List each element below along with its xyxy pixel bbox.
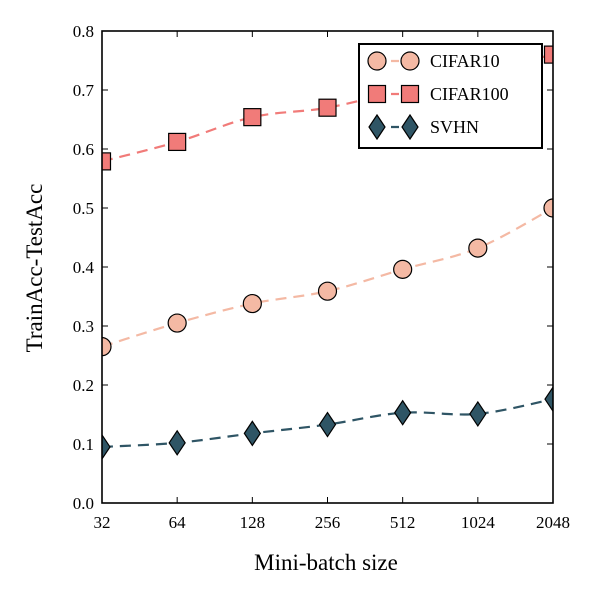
y-tick-label: 0.4 bbox=[73, 258, 95, 277]
x-tick-label: 1024 bbox=[461, 513, 496, 532]
data-point-svhn bbox=[168, 429, 186, 456]
legend-marker-svhn bbox=[368, 113, 386, 141]
legend-label-svhn: SVHN bbox=[430, 117, 479, 137]
data-point-cifar10 bbox=[102, 337, 112, 357]
legend-marker-cifar10 bbox=[367, 51, 387, 71]
y-tick-label: 0.5 bbox=[73, 199, 94, 218]
legend-label-cifar100: CIFAR100 bbox=[430, 84, 509, 104]
x-tick-label: 512 bbox=[390, 513, 416, 532]
y-tick-label: 0.7 bbox=[73, 81, 95, 100]
data-point-cifar10 bbox=[393, 259, 413, 279]
data-point-cifar100 bbox=[243, 108, 262, 127]
y-tick-label: 0.3 bbox=[73, 317, 94, 336]
data-point-svhn bbox=[318, 411, 337, 438]
legend-marker-svhn bbox=[401, 113, 419, 141]
data-point-cifar100 bbox=[318, 98, 337, 117]
legend-box bbox=[358, 43, 543, 149]
x-tick-label: 2048 bbox=[536, 513, 570, 532]
x-tick-label: 128 bbox=[240, 513, 266, 532]
data-point-svhn bbox=[469, 400, 487, 427]
legend-label-cifar10: CIFAR10 bbox=[430, 51, 500, 71]
x-tick-label: 256 bbox=[315, 513, 341, 532]
legend-marker-cifar10 bbox=[400, 51, 420, 71]
data-point-cifar10 bbox=[167, 313, 187, 333]
y-tick-label: 0.2 bbox=[73, 376, 94, 395]
data-point-cifar10 bbox=[242, 293, 262, 314]
data-point-svhn bbox=[393, 399, 412, 426]
y-tick-label: 0.0 bbox=[73, 494, 94, 513]
data-point-cifar100 bbox=[168, 132, 187, 152]
data-point-cifar100 bbox=[102, 152, 112, 171]
y-tick-label: 0.6 bbox=[73, 140, 94, 159]
data-point-cifar10 bbox=[317, 281, 338, 301]
data-point-cifar100 bbox=[543, 45, 553, 64]
data-point-svhn bbox=[102, 433, 111, 461]
x-axis-title: Mini-batch size bbox=[254, 550, 398, 575]
x-tick-label: 64 bbox=[169, 513, 187, 532]
y-tick-label: 0.1 bbox=[73, 435, 94, 454]
plot-frame bbox=[101, 30, 554, 504]
data-point-svhn bbox=[544, 386, 553, 413]
data-point-svhn bbox=[243, 420, 262, 447]
series-group bbox=[102, 45, 553, 461]
data-point-cifar10 bbox=[468, 238, 488, 258]
data-point-cifar10 bbox=[543, 198, 553, 218]
x-tick-label: 32 bbox=[94, 513, 111, 532]
y-axis-title: TrainAcc-TestAcc bbox=[22, 184, 47, 353]
plot-area: 0.0 0.1 0.2 0.3 0.4 0.5 0.6 0.7 0.8 32 64 128 256 512… bbox=[73, 22, 570, 532]
legend: CIFAR10 CIFAR100 SVHN bbox=[358, 43, 543, 149]
legend-marker-cifar100 bbox=[367, 84, 387, 104]
y-tick-label: 0.8 bbox=[73, 22, 94, 41]
legend-marker-cifar100 bbox=[400, 84, 420, 104]
